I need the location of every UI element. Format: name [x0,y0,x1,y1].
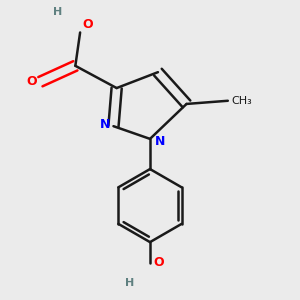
Text: H: H [125,278,134,288]
Text: CH₃: CH₃ [232,96,252,106]
Text: O: O [153,256,164,269]
Text: H: H [53,7,62,17]
Text: O: O [26,75,37,88]
Text: O: O [83,18,93,31]
Text: N: N [100,118,110,131]
Text: N: N [155,135,165,148]
